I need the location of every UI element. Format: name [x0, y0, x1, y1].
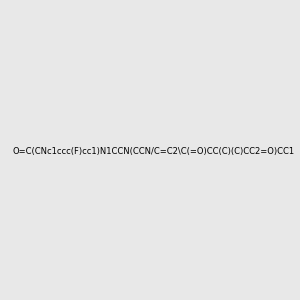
Text: O=C(CNc1ccc(F)cc1)N1CCN(CCN/C=C2\C(=O)CC(C)(C)CC2=O)CC1: O=C(CNc1ccc(F)cc1)N1CCN(CCN/C=C2\C(=O)CC… — [13, 147, 295, 156]
